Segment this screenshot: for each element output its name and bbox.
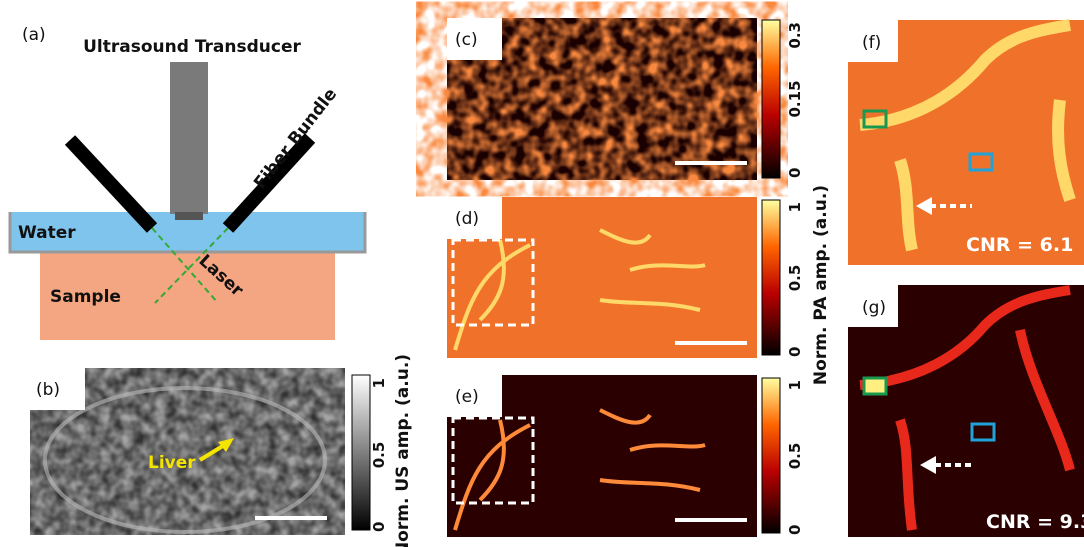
sample-label: Sample — [50, 287, 121, 307]
colorbar-title: Norm. PA amp. (a.u.) — [811, 185, 831, 385]
colorbar-tick: 1 — [786, 380, 804, 390]
colorbar-tick: 0.5 — [786, 443, 804, 470]
colorbar-tick: 0 — [370, 522, 388, 532]
water-label: Water — [18, 223, 76, 243]
panel-label: (e) — [455, 387, 479, 407]
cnr-label: CNR = 9.3 — [986, 511, 1084, 533]
colorbar — [352, 375, 370, 530]
transducer — [170, 62, 208, 214]
panel-label: (b) — [36, 380, 60, 400]
cnr-label: CNR = 6.1 — [966, 234, 1073, 256]
panel-label: (a) — [22, 25, 46, 45]
panel-label: (f) — [862, 33, 881, 53]
colorbar-tick: 0.15 — [786, 80, 804, 117]
colorbar — [762, 20, 780, 178]
body: (a) Ultrasound Transducer Fiber Bundle W… — [0, 0, 1084, 547]
colorbar-tick: 0 — [786, 347, 804, 357]
fiber-label: Fiber Bundle — [250, 85, 341, 194]
colorbar-tick: 0 — [786, 525, 804, 535]
liver-label: Liver — [148, 453, 196, 473]
colorbar-tick: 0.5 — [786, 265, 804, 292]
colorbar-tick: 1 — [786, 202, 804, 212]
panel-label: (g) — [862, 298, 886, 318]
colorbar — [762, 200, 780, 355]
colorbar-tick: 0 — [786, 168, 804, 178]
colorbar — [762, 378, 780, 533]
page: {"panels": { "a": {"label": "(a)", "tran… — [0, 0, 1084, 547]
panel-label: (d) — [455, 209, 479, 229]
colorbar-tick: 0.5 — [370, 442, 388, 469]
figure: (a) Ultrasound Transducer Fiber Bundle W… — [0, 0, 1084, 547]
transducer-tip — [175, 212, 203, 220]
colorbar-title: Norm. US amp. (a.u.) — [393, 354, 413, 547]
roi-signal — [864, 378, 886, 394]
transducer-label: Ultrasound Transducer — [83, 37, 301, 57]
colorbar-tick: 0.3 — [786, 22, 804, 49]
colorbar-tick: 1 — [370, 378, 388, 388]
panel-label: (c) — [455, 30, 478, 50]
